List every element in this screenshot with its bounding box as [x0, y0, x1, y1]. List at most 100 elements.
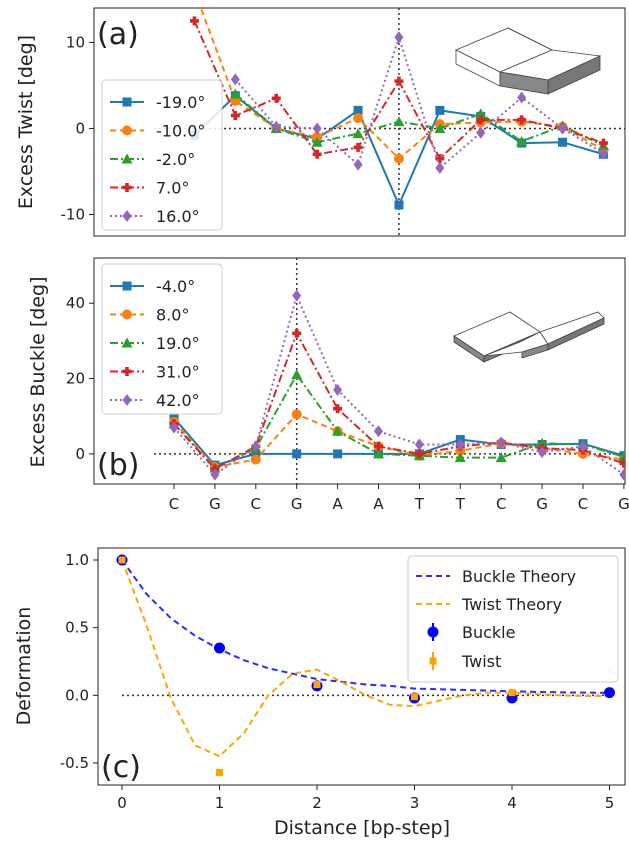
series-3-point-4-v: [356, 142, 360, 152]
x-tick-label: 0: [117, 794, 127, 812]
series-4-point-1: [210, 468, 220, 481]
y-tick-label: -0.5: [60, 754, 89, 772]
legend-label-0: -19.0°: [156, 93, 205, 112]
series-4-point-3: [292, 289, 302, 302]
series-4-point-8: [558, 122, 568, 135]
series-3-point-4-v: [335, 404, 340, 414]
legend-label-2: -2.0°: [156, 150, 195, 169]
series-2-point-4: [393, 116, 405, 127]
panel-c-legend: Buckle Theory Twist Theory Buckle Twist: [407, 555, 619, 683]
panel-c-ticks: -0.5 0.0 0.5 1.0 0 1 2 3 4 5: [60, 551, 615, 812]
legend-marker-4: [122, 394, 132, 406]
series-4-point-7: [455, 438, 465, 451]
series-4-point-4: [333, 383, 343, 396]
measured-1-point-2: [313, 681, 321, 689]
y-tick-label: 10: [66, 33, 85, 51]
series-2-point-5: [434, 122, 446, 133]
panel-a-series: [189, 8, 609, 210]
x-tick-label: 2: [312, 794, 322, 812]
panel-b-series: [168, 289, 625, 481]
measured-1-point-0: [118, 556, 126, 564]
series-4-point-0: [169, 421, 179, 434]
series-3-point-0: [189, 16, 199, 26]
legend-marker-1: [122, 125, 132, 136]
x-tick-label: G: [536, 495, 548, 513]
series-2-point-7: [454, 452, 466, 463]
series-3-point-11: [619, 458, 625, 468]
series-3-point-7-v: [478, 115, 483, 125]
legend-box: [101, 263, 223, 415]
series-line-3: [173, 330, 625, 471]
series-2-point-4: [332, 425, 344, 436]
legend-label-0: -4.0°: [156, 277, 195, 296]
legend-theory-label-1: Twist Theory: [461, 595, 562, 614]
panel-b-reference-lines: [154, 258, 625, 484]
series-3-point-5-v: [397, 76, 401, 86]
series-2-point-0: [229, 88, 241, 99]
panel-a-legend: -19.0° -10.0° -2.0° 7.0° 16.0°: [101, 79, 223, 231]
series-4-point-0: [230, 73, 240, 86]
legend-theory-label-0: Buckle Theory: [462, 567, 576, 586]
legend-marker-3-v: [125, 183, 129, 192]
x-tick-label: 5: [605, 794, 615, 812]
series-0-point-4: [333, 449, 343, 459]
panel-b-ylabel: Excess Buckle [deg]: [27, 276, 49, 467]
theory-line-0: [121, 559, 610, 694]
x-tick-label: C: [251, 495, 261, 513]
series-clip-group: [189, 8, 609, 210]
x-tick-label: C: [169, 495, 179, 513]
legend-marker-0: [122, 97, 132, 107]
x-tick-label: T: [414, 495, 425, 513]
legend-marker-3-v: [125, 367, 129, 376]
measured-0-point-5: [604, 687, 615, 699]
legend-label-2: 19.0°: [156, 334, 200, 353]
series-0-point-9: [558, 137, 568, 147]
legend-label-1: -10.0°: [156, 122, 205, 141]
series-3-point-1: [230, 111, 240, 121]
series-1-point-7: [455, 445, 466, 456]
series-3-point-0-v: [192, 16, 197, 26]
series-3-point-11-v: [622, 458, 625, 468]
series-1-point-4: [353, 113, 364, 124]
panel-c-series: [116, 554, 615, 776]
series-4-point-7: [517, 91, 527, 104]
y-tick-label: 0.5: [65, 619, 89, 637]
x-tick-label: G: [209, 495, 221, 513]
panel-b-y-ticks: 0 20 40: [66, 294, 94, 463]
series-4-point-10: [578, 440, 588, 453]
series-3-point-5: [374, 441, 383, 451]
panel-c-ylabel: Deformation: [13, 607, 35, 726]
legend-measured-marker-1: [429, 657, 437, 665]
legend-label-1: 8.0°: [156, 306, 189, 325]
series-4-point-4: [394, 31, 404, 44]
series-3-point-8-v: [519, 115, 524, 125]
series-3-point-3: [312, 149, 322, 159]
series-3-point-5-v: [376, 441, 381, 451]
series-1-point-3: [291, 409, 302, 420]
legend-marker-3: [122, 183, 132, 192]
series-0-point-3: [292, 449, 302, 459]
series-4-point-2: [312, 122, 322, 135]
legend-marker-1: [122, 309, 132, 320]
series-3-point-6-v: [438, 154, 442, 164]
series-line-4: [234, 33, 604, 170]
panel-a: (a) Excess Twist [deg] -10 0 10 -19.0° -10.…: [15, 7, 626, 237]
x-tick-label: T: [455, 495, 466, 513]
x-tick-label: G: [291, 495, 303, 513]
series-2-point-3: [352, 128, 364, 139]
measured-1-point-3: [411, 693, 418, 701]
series-4-point-5: [374, 425, 383, 438]
series-2-point-9: [536, 437, 548, 448]
series-0-point-2: [251, 449, 261, 459]
series-line-4: [173, 292, 625, 476]
series-3-point-5: [394, 76, 404, 86]
series-3-point-8: [517, 115, 527, 125]
panel-c-frame: [97, 547, 626, 786]
legend-label-3: 7.0°: [156, 179, 189, 198]
y-tick-label: -10: [61, 205, 86, 223]
panel-a-frame: [93, 7, 626, 237]
y-tick-label: 0: [75, 445, 85, 463]
series-1-point-5: [393, 153, 404, 164]
series-0-point-5: [394, 200, 404, 210]
